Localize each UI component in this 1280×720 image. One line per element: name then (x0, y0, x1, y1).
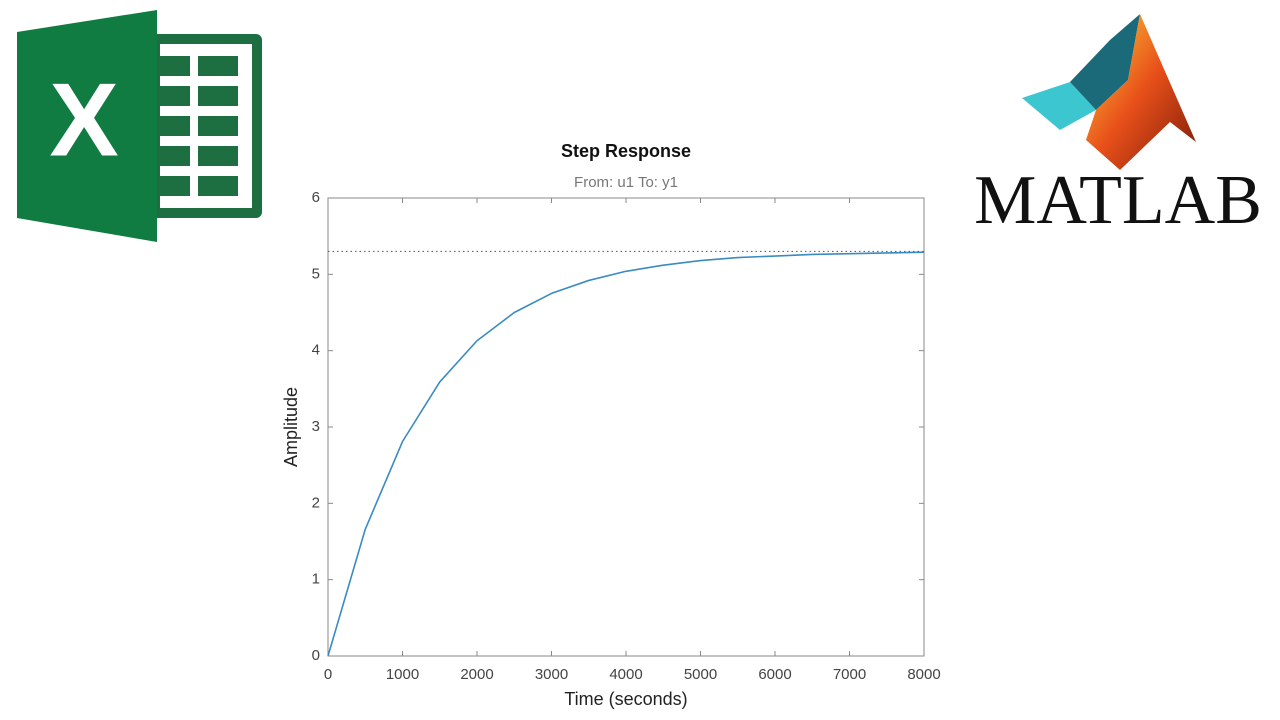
response-line (327, 251, 925, 657)
x-axis-label: Time (seconds) (564, 689, 687, 709)
x-tick-label: 3000 (535, 666, 568, 683)
x-tick-label: 2000 (460, 666, 493, 683)
y-tick-label: 2 (312, 494, 320, 511)
excel-letter: X (49, 62, 118, 178)
x-tick-label: 0 (324, 666, 332, 683)
plot-frame (327, 197, 925, 657)
x-tick-label: 1000 (386, 666, 419, 683)
excel-logo: X (17, 10, 262, 242)
chart: Step Response From: u1 To: y1 Time (seco… (281, 141, 941, 709)
y-tick-label: 6 (312, 189, 320, 206)
x-tick-label: 7000 (833, 666, 866, 683)
x-tick-label: 8000 (907, 666, 940, 683)
y-tick-label: 0 (312, 647, 320, 664)
matlab-wordmark: MATLAB (974, 162, 1262, 239)
y-tick-label: 4 (312, 342, 320, 359)
x-tick-label: 5000 (684, 666, 717, 683)
y-axis-label: Amplitude (281, 387, 301, 467)
x-tick-label: 4000 (609, 666, 642, 683)
x-tick-label: 6000 (758, 666, 791, 683)
chart-subtitle: From: u1 To: y1 (574, 174, 678, 191)
y-tick-label: 1 (312, 571, 320, 588)
y-tick-label: 3 (312, 418, 320, 435)
matlab-logo: MATLAB (974, 14, 1262, 239)
chart-title: Step Response (561, 141, 691, 161)
y-tick-label: 5 (312, 265, 320, 282)
